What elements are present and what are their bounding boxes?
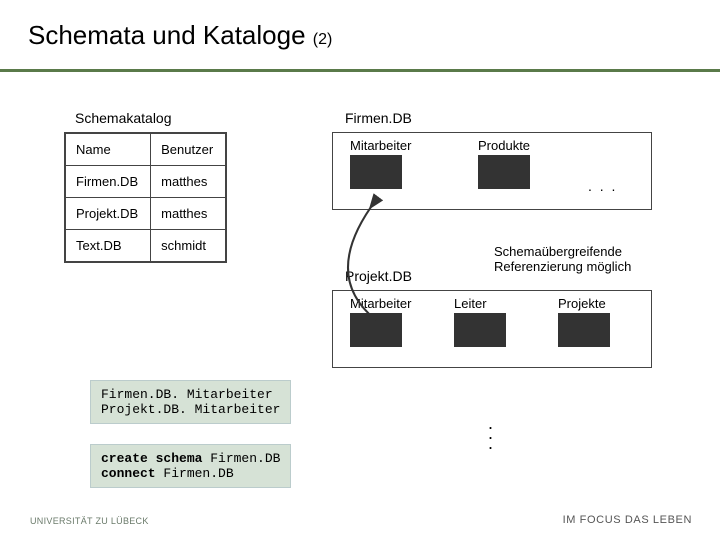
code-qualified-names: Firmen.DB. Mitarbeiter Projekt.DB. Mitar… [90, 380, 291, 424]
catalog-table: Name Benutzer Firmen.DB matthes Projekt.… [64, 132, 227, 263]
catalog-col-1: Benutzer [151, 134, 226, 166]
mini-table-icon [454, 313, 506, 347]
mini-table-label: Mitarbeiter [350, 138, 411, 153]
mini-table-icon [350, 155, 402, 189]
mini-table-icon [558, 313, 610, 347]
firmendb-label: Firmen.DB [345, 110, 412, 126]
firmendb-table-0: Mitarbeiter [350, 138, 411, 189]
mini-table-label: Projekte [558, 296, 610, 311]
mini-table-label: Produkte [478, 138, 530, 153]
catalog-cell: Projekt.DB [66, 198, 151, 230]
catalog-cell: matthes [151, 166, 226, 198]
title-rule [0, 68, 720, 72]
projektdb-table-2: Projekte [558, 296, 610, 347]
code-create-connect: create schema Firmen.DB connect Firmen.D… [90, 444, 291, 488]
code-arg: Firmen.DB [163, 466, 233, 481]
code-arg: Firmen.DB [210, 451, 280, 466]
title-sub: (2) [313, 31, 333, 48]
footer-right: IM FOCUS DAS LEBEN [563, 514, 692, 526]
projektdb-table-0: Mitarbeiter [350, 296, 411, 347]
ellipsis-vertical: . . . [488, 418, 493, 448]
cross-ref-note: Schemaübergreifende Referenzierung mögli… [494, 244, 631, 274]
mini-table-label: Leiter [454, 296, 506, 311]
mini-table-label: Mitarbeiter [350, 296, 411, 311]
projektdb-table-1: Leiter [454, 296, 506, 347]
catalog-cell: matthes [151, 198, 226, 230]
mini-table-icon [350, 313, 402, 347]
code-kw: connect [101, 466, 163, 481]
title-main: Schemata und Kataloge [28, 20, 313, 50]
catalog-label: Schemakatalog [75, 110, 172, 126]
ellipsis-horizontal: . . . [588, 178, 617, 194]
catalog-col-0: Name [66, 134, 151, 166]
footer-left: UNIVERSITÄT ZU LÜBECK [30, 516, 149, 526]
catalog-cell: Text.DB [66, 230, 151, 262]
firmendb-table-1: Produkte [478, 138, 530, 189]
mini-table-icon [478, 155, 530, 189]
catalog-cell: schmidt [151, 230, 226, 262]
slide-title: Schemata und Kataloge (2) [28, 20, 332, 51]
code-kw: create schema [101, 451, 210, 466]
projektdb-label: Projekt.DB [345, 268, 412, 284]
catalog-cell: Firmen.DB [66, 166, 151, 198]
